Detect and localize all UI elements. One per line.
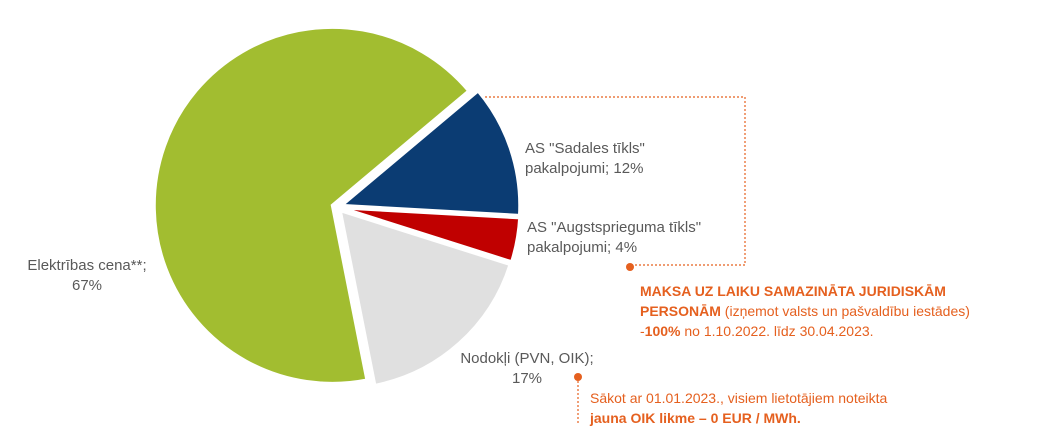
annotation-line: jauna OIK likme – 0 EUR / MWh. <box>590 408 887 428</box>
slice-label: Elektrības cena**; 67% <box>0 256 177 296</box>
pie-slice <box>338 208 512 388</box>
category-label: Elektrības cena**; <box>27 257 147 274</box>
callout-line <box>485 96 746 266</box>
slice-label: AS "Augstsprieguma tīkls" pakalpojumi; 4… <box>527 218 717 258</box>
annotation: Sākot ar 01.01.2023., visiem lietotājiem… <box>590 388 887 428</box>
annotation-line: PERSONĀM (izņemot valsts un pašvaldību i… <box>640 301 970 321</box>
annotation: MAKSA UZ LAIKU SAMAZINĀTA JURIDISKĀM PERS… <box>640 281 970 341</box>
annotation-text: PERSONĀM <box>640 303 721 319</box>
value-label: 67% <box>71 277 103 294</box>
callout-dot <box>626 263 634 271</box>
callout-dot <box>574 373 582 381</box>
annotation-text: 100% <box>644 323 681 339</box>
pie-slice <box>152 25 471 385</box>
pie-slice <box>337 88 522 217</box>
annotation-line: Sākot ar 01.01.2023., visiem lietotājiem… <box>590 388 887 408</box>
annotation-text: (izņemot valsts un pašvaldību iestādes) <box>720 303 970 319</box>
annotation-text: MAKSA UZ LAIKU SAMAZINĀTA JURIDISKĀM <box>640 283 946 299</box>
value-label: 4% <box>615 239 638 256</box>
annotation-text: no 1.10.2022. līdz 30.04.2023. <box>680 323 874 339</box>
category-label: Nodokļi (PVN, OIK); <box>460 350 594 367</box>
annotation-line: MAKSA UZ LAIKU SAMAZINĀTA JURIDISKĀM <box>640 281 970 301</box>
pie-slice <box>341 206 522 264</box>
annotation-text: jauna OIK likme – 0 EUR / MWh. <box>590 410 801 426</box>
value-label: 12% <box>613 160 644 177</box>
category-label: AS "Sadales tīkls" pakalpojumi; <box>525 140 645 177</box>
slice-label: Nodokļi (PVN, OIK); 17% <box>437 349 617 389</box>
slice-label: AS "Sadales tīkls" pakalpojumi; 12% <box>525 139 695 179</box>
category-label: AS "Augstsprieguma tīkls" pakalpojumi; <box>527 219 702 256</box>
annotation-line: -100% no 1.10.2022. līdz 30.04.2023. <box>640 321 970 341</box>
annotation-text: - <box>640 323 645 339</box>
annotation-text: Sākot ar 01.01.2023., visiem lietotājiem… <box>590 390 888 406</box>
value-label: 17% <box>511 370 543 387</box>
